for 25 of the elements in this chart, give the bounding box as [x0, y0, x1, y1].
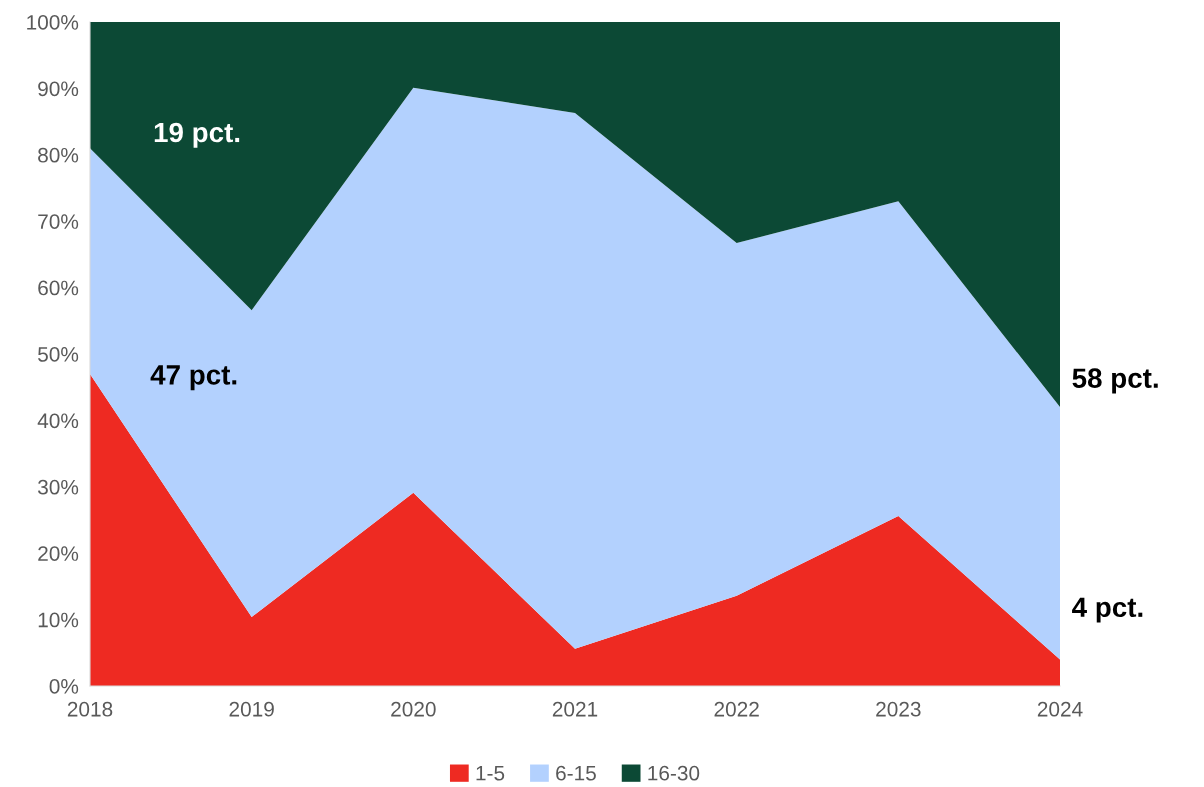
y-tick-label: 60% — [38, 280, 79, 296]
x-tick-label: 2021 — [552, 701, 598, 717]
y-tick-label: 80% — [38, 147, 79, 163]
y-tick-label: 20% — [38, 546, 79, 561]
x-tick-label: 2024 — [1037, 701, 1083, 717]
y-tick-label: 50% — [38, 347, 79, 362]
x-tick-label: 2022 — [714, 701, 759, 717]
y-tick-label: 10% — [38, 612, 79, 628]
y-tick-label: 90% — [38, 81, 79, 97]
y-tick-label: 40% — [37, 413, 79, 429]
text: 58 pct. — [1072, 368, 1158, 394]
annotation: 19 pct. — [154, 122, 240, 148]
x-tick-label: 2019 — [229, 701, 274, 717]
x-tick-label: 2020 — [391, 701, 436, 717]
x-tick-label: 2018 — [67, 701, 113, 717]
legend-label: 1-5 — [476, 766, 505, 781]
y-tick-label: 30% — [37, 479, 79, 495]
y-tick-label: 70% — [38, 214, 79, 229]
y-tick-label: 100% — [27, 15, 79, 30]
y-tick-label: 0% — [49, 679, 79, 694]
annotation: 47 pct. — [150, 365, 237, 391]
text: 4 pct. — [1072, 597, 1143, 623]
x-tick-label: 2023 — [876, 701, 921, 717]
legend-label: 16-30 — [648, 765, 700, 781]
legend-label: 6-15 — [556, 765, 596, 781]
